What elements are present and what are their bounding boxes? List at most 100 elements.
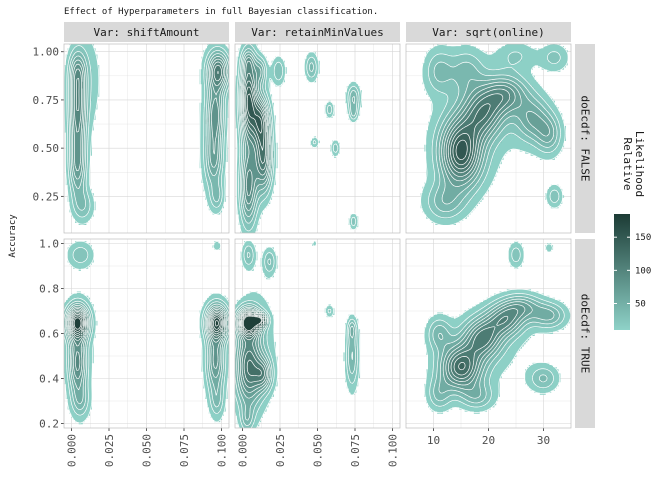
- contour-line: [72, 58, 226, 172]
- x-tick-label: 0.000: [237, 434, 250, 467]
- facet-panel: [63, 238, 230, 429]
- density-band: [247, 94, 263, 133]
- y-axis-title: Accuracy: [8, 214, 18, 258]
- facet-panel: [234, 43, 401, 234]
- y-tick-label: 0.8: [39, 283, 59, 296]
- contour-line: [68, 50, 229, 211]
- contour-line: [71, 56, 227, 180]
- contour-line: [244, 80, 266, 164]
- chart-title: Effect of Hyperparameters in full Bayesi…: [64, 7, 378, 17]
- panels-layer: Var: shiftAmount Var: retainMinValues Var:…: [33, 22, 595, 467]
- column-strip-label: Var: retainMinValues: [251, 26, 383, 39]
- x-tick-label: 0.025: [103, 434, 116, 467]
- density-contours: [64, 240, 229, 425]
- contour-line: [242, 60, 269, 196]
- contour-line: [64, 240, 229, 424]
- x-tick-label: 0.075: [349, 434, 362, 467]
- contour-line: [245, 86, 265, 151]
- panel-border: [405, 43, 572, 234]
- contour-line: [235, 305, 355, 421]
- density-band: [455, 140, 467, 160]
- column-strip-label: Var: shiftAmount: [94, 26, 200, 39]
- legend: Relative Likelihood 50 100 150: [614, 131, 651, 330]
- contour-line: [458, 362, 466, 371]
- x-tick-label: 0.100: [216, 434, 229, 467]
- y-tick-label: 1.0: [39, 238, 59, 251]
- contour-line: [438, 298, 555, 399]
- contour-line: [235, 245, 358, 428]
- y-tick-label: 1.00: [33, 46, 60, 59]
- contour-line: [453, 356, 471, 376]
- density-contours: [235, 44, 362, 233]
- contour-line: [64, 303, 229, 404]
- x-tick-label: 0.075: [178, 434, 191, 467]
- contour-line: [423, 241, 571, 414]
- contour-line: [71, 313, 222, 334]
- column-strip: [406, 22, 571, 42]
- density-contours: [64, 44, 229, 225]
- contour-line: [428, 51, 561, 219]
- contour-line: [67, 306, 227, 379]
- y-tick-label: 0.50: [33, 142, 60, 155]
- contour-line: [246, 93, 263, 134]
- contour-line: [66, 45, 229, 218]
- contour-line: [455, 139, 468, 161]
- facet-panel: [234, 238, 401, 429]
- contour-line: [450, 103, 491, 170]
- contour-line: [64, 44, 229, 225]
- legend-tick-label: 100: [635, 266, 651, 276]
- row-strip-label: doEcdf: FALSE: [579, 95, 592, 181]
- contour-line: [241, 57, 270, 205]
- density-contours: [235, 239, 361, 428]
- x-tick-label: 0.050: [141, 434, 154, 467]
- contour-line: [238, 48, 358, 224]
- contour-line: [433, 61, 558, 213]
- column-strip-label: Var: sqrt(online): [432, 26, 545, 39]
- panel-border: [234, 238, 401, 429]
- density-band: [459, 362, 466, 370]
- row-strip-label: doEcdf: TRUE: [579, 294, 592, 373]
- panel-border: [405, 238, 572, 429]
- panel-border: [63, 238, 230, 429]
- facet-panel: [405, 43, 572, 234]
- y-tick-label: 0.25: [33, 190, 60, 203]
- contour-line: [438, 78, 555, 205]
- density-band: [240, 52, 355, 217]
- contour-line: [420, 44, 569, 226]
- legend-tick-label: 50: [635, 299, 646, 309]
- density-contours: [420, 44, 569, 226]
- contour-line: [445, 88, 511, 177]
- contour-line: [66, 305, 228, 391]
- column-strip: [64, 22, 229, 42]
- contour-line: [242, 315, 262, 331]
- panel-border: [63, 43, 230, 234]
- contour-line: [445, 304, 526, 386]
- contour-line: [69, 53, 229, 190]
- legend-title-line: Likelihood: [633, 131, 646, 197]
- legend-tick-label: 150: [635, 233, 651, 243]
- legend-title-line: Relative: [621, 138, 634, 191]
- contour-line: [448, 308, 519, 383]
- y-tick-label: 0.2: [39, 418, 59, 431]
- contour-line: [443, 85, 516, 182]
- facet-panel: [405, 238, 572, 429]
- facet-panel: [63, 43, 230, 234]
- contour-line: [236, 44, 360, 232]
- column-strip: [235, 22, 400, 42]
- y-tick-label: 0.4: [39, 373, 59, 386]
- contour-line: [239, 51, 355, 217]
- contour-line: [428, 247, 565, 408]
- contour-line: [243, 72, 268, 171]
- contour-line: [450, 315, 509, 379]
- legend-colorbar: [614, 214, 630, 330]
- contour-line: [73, 61, 224, 133]
- y-tick-label: 0.6: [39, 328, 59, 341]
- contour-line: [432, 296, 560, 404]
- y-tick-label: 0.75: [33, 94, 60, 107]
- row-strip: [575, 239, 595, 428]
- x-tick-label: 0.100: [387, 434, 400, 467]
- x-tick-label: 0.000: [66, 434, 79, 467]
- contour-line: [452, 133, 471, 166]
- contour-line: [73, 317, 219, 330]
